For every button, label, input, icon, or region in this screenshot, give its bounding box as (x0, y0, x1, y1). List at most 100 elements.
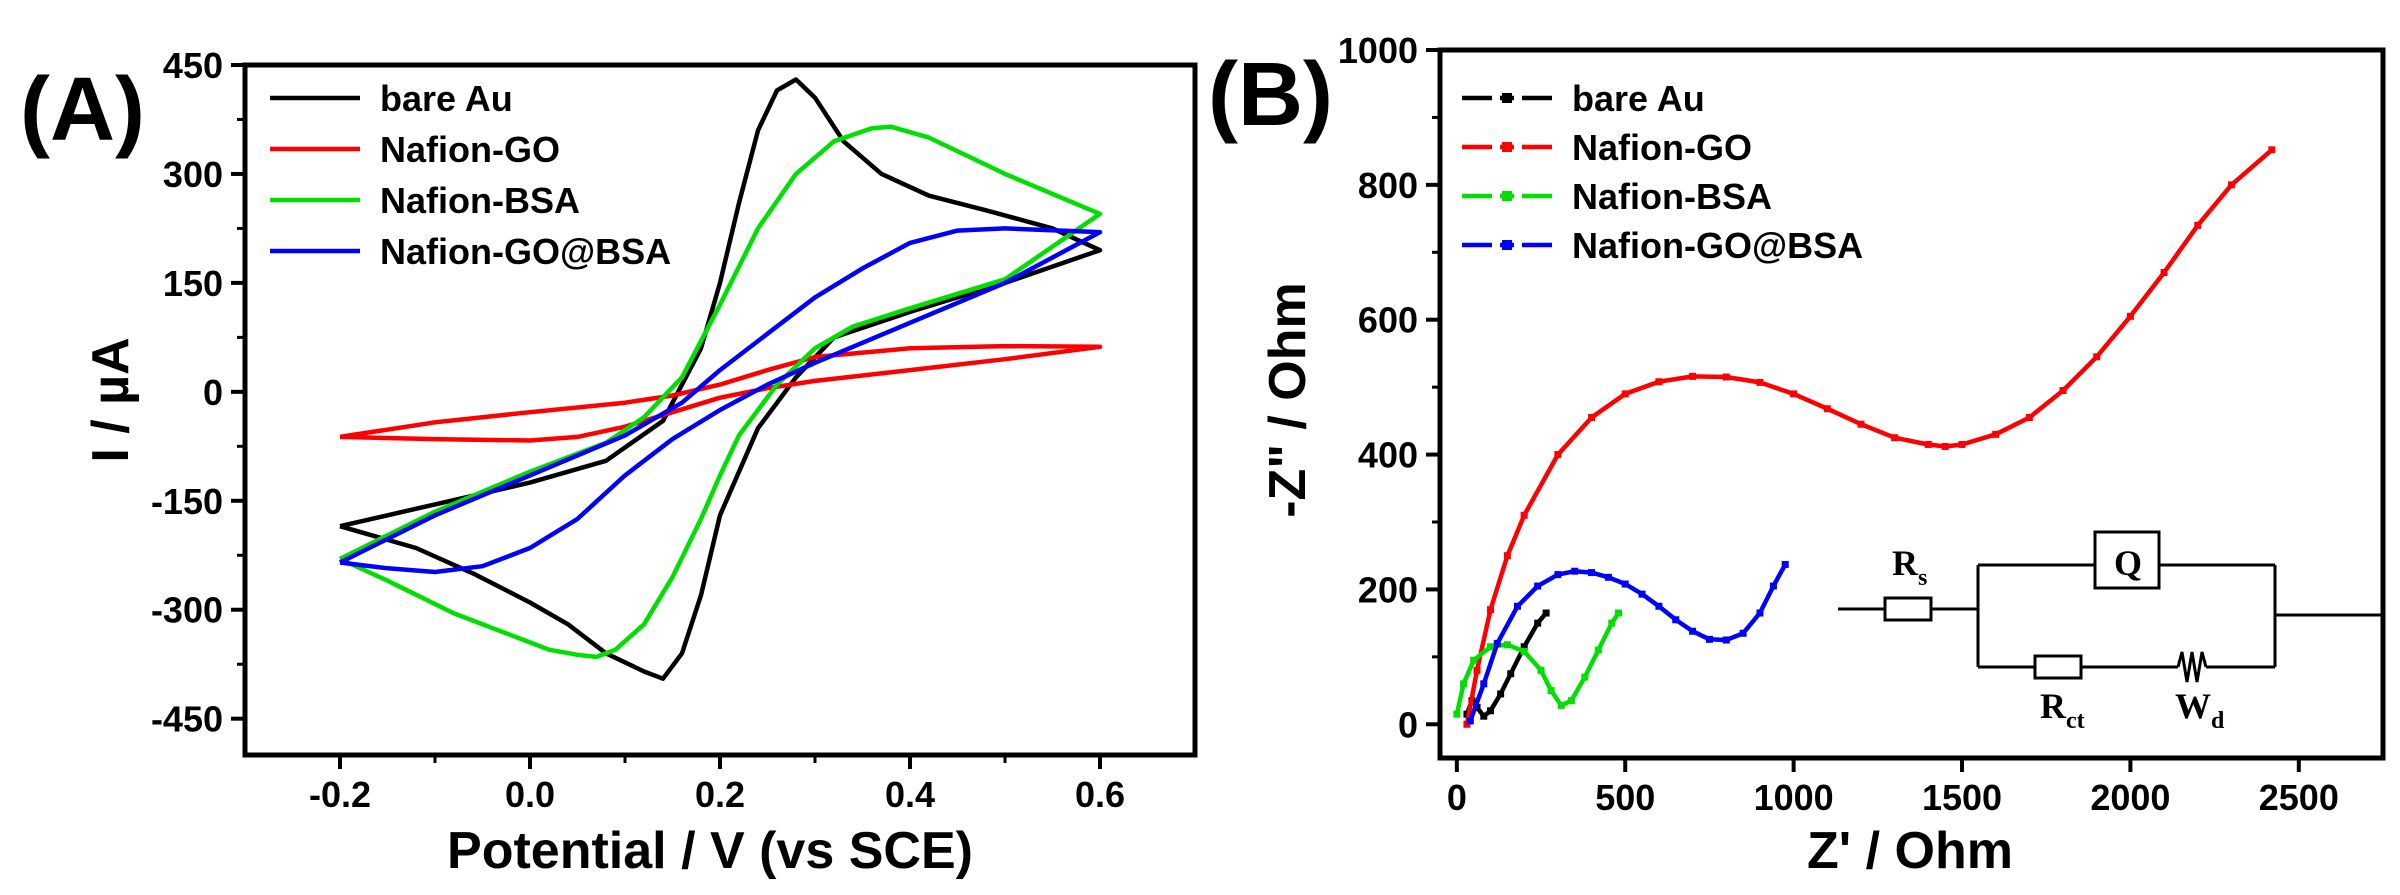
panel-b: (B) 0 500 1000 1500 2000 2500 0 200 400 600 800 100… (1208, 30, 2386, 880)
panel-b-point-nafion-go (1588, 413, 1596, 421)
panel-b-series-nafion-go-bsa (1468, 563, 1788, 722)
panel-a-x-tick-label: 0.4 (885, 774, 935, 815)
panel-a-y-tick-label: -450 (151, 699, 223, 740)
panel-b-point-nafion-go-bsa (1672, 616, 1680, 624)
panel-b-point-nafion-bsa (1487, 643, 1495, 651)
equivalent-circuit (1838, 530, 2383, 683)
panel-b-point-nafion-bsa (1608, 619, 1616, 627)
panel-b-point-nafion-go-bsa (1689, 627, 1697, 635)
circuit-warburg-element (2176, 651, 2208, 683)
panel-b-point-nafion-go-bsa (1513, 602, 1521, 610)
panel-b-point-nafion-go-bsa (1722, 636, 1730, 644)
panel-b-point-nafion-bsa (1453, 710, 1461, 718)
panel-a-series-nafion-go (339, 343, 1103, 443)
panel-b-point-nafion-go (1924, 440, 1932, 448)
panel-b-point-nafion-go (1621, 390, 1629, 398)
panel-b-y-tick-label: 200 (1358, 569, 1418, 610)
panel-a-x-axis-title: Potential / V (vs SCE) (447, 822, 973, 880)
panel-b-plot-frame (1437, 47, 2386, 761)
panel-b-point-nafion-go (1655, 378, 1663, 386)
panel-b-point-nafion-bsa (1503, 641, 1511, 649)
panel-b-point-nafion-go-bsa (1493, 639, 1501, 647)
panel-b-point-nafion-go (2059, 387, 2067, 395)
panel-b-point-nafion-bsa (1614, 609, 1622, 617)
panel-b-point-nafion-go (1958, 440, 1966, 448)
panel-a-legend-label: Nafion-BSA (380, 180, 580, 221)
panel-a-x-tick-label: 0.0 (505, 774, 555, 815)
panel-a-series-nafion-bsa (338, 124, 1103, 660)
panel-b-x-tick-label: 1500 (1922, 777, 2002, 818)
panel-b-point-nafion-go-bsa (1655, 602, 1663, 610)
panel-b-point-nafion-bsa (1581, 673, 1589, 681)
panel-b-point-nafion-go (1891, 434, 1899, 442)
panel-b-point-nafion-go-bsa (1534, 582, 1542, 590)
panel-b-legend: bare Au Nafion-GO Nafion-BSA Nafion-GO@BSA (1462, 78, 1863, 266)
panel-a-ticks: -0.2 0.0 0.2 0.4 0.6 -450 -300 -150 0 150 300 450 (151, 45, 1125, 815)
panel-b-point-nafion-go-bsa (1571, 567, 1579, 575)
panel-a-x-tick-label: -0.2 (309, 774, 371, 815)
panel-b-point-nafion-go (1473, 666, 1481, 674)
panel-b-legend-label: Nafion-GO@BSA (1572, 225, 1863, 266)
panel-b-point-nafion-go-bsa (1638, 590, 1646, 598)
panel-b-series (1453, 146, 2276, 728)
panel-b-point-nafion-bsa (1470, 656, 1478, 664)
panel-a-series-nafion-go-bsa (338, 226, 1103, 575)
panel-a-label: (A) (20, 60, 145, 160)
panel-a: (A) -0.2 0.0 0.2 0.4 0.6 -450 -300 -150 0 150 300 4… (20, 45, 1198, 880)
panel-a-y-tick-label: 300 (163, 154, 223, 195)
panel-b-point-bare-au (1542, 609, 1550, 617)
panel-b-x-axis-title: Z' / Ohm (1807, 822, 2013, 880)
panel-b-point-bare-au (1507, 670, 1515, 678)
panel-b-point-nafion-go-bsa (1588, 569, 1596, 577)
panel-b-point-nafion-go-bsa (1621, 580, 1629, 588)
panel-b-point-bare-au (1534, 619, 1542, 627)
panel-a-y-tick-label: 450 (163, 45, 223, 86)
panel-b-point-nafion-go (1520, 511, 1528, 519)
panel-a-series (338, 77, 1103, 681)
panel-b-legend-label: Nafion-BSA (1572, 176, 1772, 217)
panel-b-point-nafion-bsa (1460, 680, 1468, 688)
panel-b-series-nafion-go (1464, 148, 2274, 725)
panel-a-y-tick-label: -150 (151, 481, 223, 522)
panel-b-y-tick-label: 1000 (1338, 30, 1418, 71)
panel-b-point-nafion-go (2227, 181, 2235, 189)
panel-b-point-nafion-go (1823, 405, 1831, 413)
panel-b-point-nafion-bsa (1520, 647, 1528, 655)
panel-b-point-nafion-go-bsa (1739, 629, 1747, 637)
panel-b-point-nafion-go (1857, 420, 1865, 428)
panel-b-point-nafion-go-bsa (1604, 573, 1612, 581)
panel-b-y-tick-label: 800 (1358, 165, 1418, 206)
panel-b-point-nafion-go (1503, 552, 1511, 560)
circuit-q-label: Q (2114, 543, 2142, 583)
circuit-rs-resistor (1883, 596, 1933, 622)
panel-b-point-nafion-bsa (1547, 687, 1555, 695)
panel-b-x-tick-label: 1000 (1754, 777, 1834, 818)
panel-b-point-nafion-go-bsa (1554, 571, 1562, 579)
panel-a-y-tick-label: 0 (203, 372, 223, 413)
panel-b-x-tick-label: 0 (1447, 777, 1467, 818)
panel-b-ticks: 0 500 1000 1500 2000 2500 0 200 400 600 800 1000 (1338, 30, 2339, 818)
panel-b-x-tick-label: 2000 (2090, 777, 2170, 818)
panel-b-point-nafion-go-bsa (1769, 582, 1777, 590)
panel-b-point-nafion-go-bsa (1756, 609, 1764, 617)
panel-a-legend-label: Nafion-GO@BSA (380, 231, 671, 272)
panel-a-legend-label: bare Au (380, 78, 513, 119)
panel-a-y-tick-label: 150 (163, 263, 223, 304)
panel-b-point-nafion-go (2160, 269, 2168, 277)
panel-a-legend: bare Au Nafion-GO Nafion-BSA Nafion-GO@BSA (270, 78, 671, 272)
panel-b-label: (B) (1208, 45, 1333, 145)
panel-b-point-nafion-go-bsa (1705, 635, 1713, 643)
panel-a-y-axis-title: I / µA (82, 337, 140, 462)
panel-b-point-bare-au (1487, 707, 1495, 715)
panel-b-point-nafion-go (1689, 372, 1697, 380)
panel-b-point-nafion-go (2093, 353, 2101, 361)
circuit-rs-label: Rs (1892, 543, 1927, 591)
panel-b-x-tick-label: 500 (1595, 777, 1655, 818)
panel-a-series-bare-au (339, 77, 1103, 681)
panel-b-point-nafion-go (1941, 442, 1949, 450)
panel-b-point-nafion-go (2268, 146, 2276, 154)
panel-b-point-bare-au (1497, 690, 1505, 698)
panel-b-y-tick-label: 400 (1358, 435, 1418, 476)
panel-b-point-nafion-bsa (1594, 646, 1602, 654)
